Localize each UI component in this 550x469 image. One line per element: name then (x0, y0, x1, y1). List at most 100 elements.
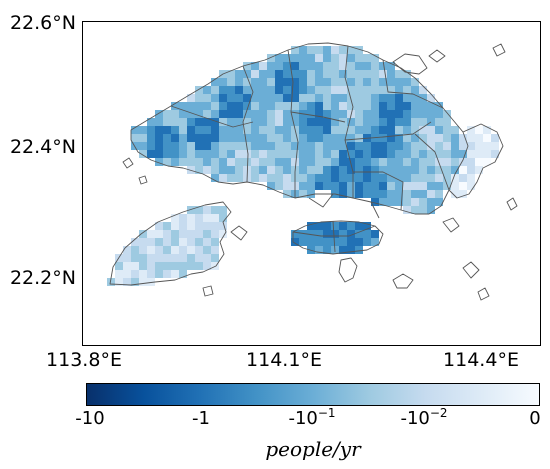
map-cell (107, 278, 115, 286)
map-cell (147, 238, 155, 246)
map-cell (267, 70, 275, 78)
map-cell (283, 94, 291, 102)
district-outlines (109, 42, 518, 301)
map-cell (323, 102, 331, 110)
map-cell (283, 54, 291, 62)
map-cell (371, 182, 379, 190)
map-cell (427, 110, 435, 118)
map-cell (291, 62, 299, 70)
map-cell (203, 118, 211, 126)
lantau-island-outline (109, 201, 232, 286)
map-cell (291, 54, 299, 62)
map-cell (411, 78, 419, 86)
map-cell (307, 134, 315, 142)
map-cell (291, 110, 299, 118)
map-cell (187, 126, 195, 134)
map-cell (403, 118, 411, 126)
map-cell (435, 198, 443, 206)
map-cell (155, 126, 163, 134)
map-cell (411, 102, 419, 110)
map-cell (387, 94, 395, 102)
map-cell (235, 166, 243, 174)
map-cell (275, 166, 283, 174)
map-cell (275, 78, 283, 86)
map-cell (243, 86, 251, 94)
map-cell (203, 110, 211, 118)
map-cell (203, 142, 211, 150)
map-cell (243, 118, 251, 126)
map-cell (123, 270, 131, 278)
colorbar-tick-0: -10 (75, 408, 105, 429)
map-cell (483, 150, 491, 158)
map-cell (131, 254, 139, 262)
map-cell (235, 158, 243, 166)
map-cell (411, 190, 419, 198)
map-cell (371, 70, 379, 78)
map-cell (395, 142, 403, 150)
map-cell (331, 238, 339, 246)
map-cell (195, 254, 203, 262)
map-cell (259, 158, 267, 166)
map-cell (251, 158, 259, 166)
map-cell (355, 118, 363, 126)
map-cell (419, 206, 427, 214)
map-cell (475, 126, 483, 134)
map-cell (179, 270, 187, 278)
map-cell (443, 142, 451, 150)
map-cell (387, 126, 395, 134)
map-cell (355, 110, 363, 118)
map-cell (315, 134, 323, 142)
map-cell (315, 222, 323, 230)
map-cell (379, 174, 387, 182)
map-cell (355, 78, 363, 86)
map-cell (299, 62, 307, 70)
map-cell (331, 70, 339, 78)
map-cell (139, 254, 147, 262)
map-cell (267, 94, 275, 102)
map-cell (291, 230, 299, 238)
map-cell (347, 182, 355, 190)
map-cell (403, 190, 411, 198)
map-cell (163, 246, 171, 254)
map-cell (283, 126, 291, 134)
map-cell (387, 174, 395, 182)
map-cell (419, 102, 427, 110)
map-cell (171, 230, 179, 238)
map-cell (203, 102, 211, 110)
map-cell (443, 182, 451, 190)
map-cell (371, 78, 379, 86)
map-cell (251, 118, 259, 126)
map-cell (395, 150, 403, 158)
map-cell (219, 126, 227, 134)
lon-tick-114-1: 114.1°E (246, 349, 322, 371)
map-cell (339, 94, 347, 102)
new-territories-outline (130, 42, 469, 215)
map-cell (435, 190, 443, 198)
map-cell (155, 230, 163, 238)
map-cell (267, 134, 275, 142)
map-cell (323, 134, 331, 142)
map-cell (347, 166, 355, 174)
map-cell (235, 86, 243, 94)
map-cell (387, 62, 395, 70)
map-cell (139, 150, 147, 158)
map-cell (419, 166, 427, 174)
map-cell (347, 118, 355, 126)
map-cell (171, 238, 179, 246)
map-cell (251, 62, 259, 70)
map-cell (187, 110, 195, 118)
map-cell (267, 118, 275, 126)
map-cell (459, 158, 467, 166)
map-cell (355, 230, 363, 238)
map-cell (275, 110, 283, 118)
map-cell (323, 238, 331, 246)
map-cell (299, 86, 307, 94)
map-cell (347, 86, 355, 94)
map-cell (363, 230, 371, 238)
map-cell (403, 102, 411, 110)
map-cell (451, 158, 459, 166)
map-cell (243, 70, 251, 78)
map-cell (299, 182, 307, 190)
map-cell (299, 118, 307, 126)
map-cell (275, 118, 283, 126)
